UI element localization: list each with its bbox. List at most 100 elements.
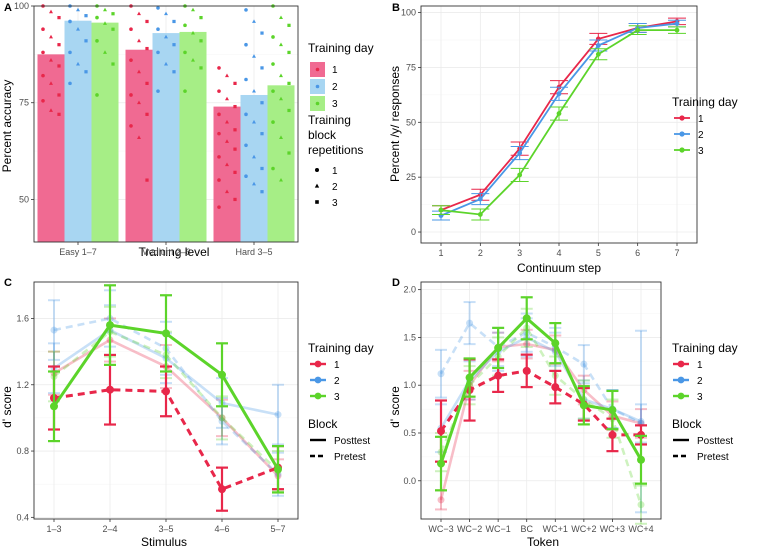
B-ytick-label: 50 [406, 117, 416, 127]
legend-label-day3: 3 [698, 146, 704, 157]
panel-c-legend-title2: Block [308, 417, 338, 431]
accuracy-point [111, 27, 115, 31]
accuracy-point [183, 23, 187, 28]
D-xtick-label: WC+1 [543, 524, 568, 534]
accuracy-point [156, 50, 160, 55]
accuracy-point [233, 81, 237, 85]
accuracy-point [145, 46, 149, 51]
panel-d-legend-title: Training day [672, 341, 738, 355]
accuracy-point [49, 9, 53, 14]
A-frame [33, 5, 299, 243]
accuracy-point [260, 166, 264, 171]
point-day-3-posttest [494, 343, 503, 352]
bar-day2-0 [64, 20, 92, 242]
accuracy-point [57, 93, 61, 97]
accuracy-point [244, 143, 248, 148]
accuracy-point [279, 135, 283, 139]
legend-shape-2 [314, 183, 320, 188]
accuracy-point [225, 73, 229, 78]
accuracy-point [244, 42, 248, 47]
point-day-1-pretest [437, 427, 445, 436]
legend-label-pretest: Pretest [334, 452, 366, 463]
point-day-1-posttest [523, 340, 531, 348]
point-day-3-posttest [106, 321, 114, 330]
point-day2 [517, 150, 523, 156]
accuracy-point [271, 166, 275, 171]
C-xtick-label: 1–3 [46, 524, 61, 534]
point-day-1-pretest [162, 387, 170, 396]
B-xtick-label: 5 [596, 248, 601, 258]
accuracy-point [172, 19, 176, 24]
point-day-1-pretest [522, 366, 531, 375]
legend-label-day2: 2 [697, 376, 703, 387]
legend-key-point-day3 [315, 101, 320, 106]
legend-label-day1: 1 [697, 360, 703, 371]
B-xtick-label: 1 [438, 248, 443, 258]
legend-label-shape-3: 3 [332, 198, 338, 209]
legend-key-point-day2 [315, 84, 320, 89]
accuracy-point [217, 178, 221, 182]
panel-d-tag: D [392, 277, 400, 289]
panel-b: B Percent /y/ responses Continuum step 0… [388, 2, 738, 275]
D-xtick-label: WC−1 [486, 524, 511, 534]
accuracy-point [260, 190, 264, 194]
accuracy-point [68, 19, 72, 24]
accuracy-point [252, 54, 256, 58]
accuracy-point [287, 23, 291, 27]
accuracy-point [260, 101, 264, 105]
legend-label-posttest: Posttest [697, 436, 733, 447]
accuracy-point [217, 205, 221, 209]
bar-day2-1 [152, 33, 180, 242]
D-ytick-label: 1.0 [403, 380, 416, 390]
legend-label-day1: 1 [334, 360, 340, 371]
legend-point-day1 [677, 360, 685, 368]
bar-day3-0 [91, 22, 119, 243]
point-day-2-pretest [437, 370, 445, 378]
legend-point-day2 [679, 131, 685, 137]
point-day3 [517, 172, 523, 178]
accuracy-point [137, 38, 141, 43]
accuracy-point [287, 151, 291, 155]
line-day-2-pretest [439, 321, 642, 425]
accuracy-point [183, 89, 187, 93]
A-xtick-label: Easy 1–7 [59, 247, 97, 257]
point-day2 [556, 91, 562, 97]
C-ytick-label: 0.8 [16, 446, 29, 456]
accuracy-point [103, 7, 107, 12]
legend-label-posttest: Posttest [334, 436, 370, 447]
accuracy-point [225, 96, 229, 101]
bar-day3-1 [179, 31, 207, 243]
legend-label-pretest: Pretest [697, 452, 729, 463]
accuracy-point [57, 43, 61, 47]
legend-key-point-day1 [315, 67, 320, 72]
D-xtick-label: WC+4 [628, 524, 653, 534]
accuracy-point [271, 35, 275, 39]
accuracy-point [260, 31, 264, 35]
accuracy-point [137, 135, 141, 139]
panel-a-legend-title: Training day [308, 41, 374, 55]
C-xtick-label: 4–6 [214, 524, 229, 534]
point-day-3-posttest [437, 459, 445, 468]
accuracy-point [287, 50, 291, 55]
A-ytick-label: 100 [14, 1, 29, 11]
panel-a-legend-title2-line1: Training [308, 113, 351, 127]
C-frame [33, 281, 299, 520]
line-day-2-posttest [439, 335, 642, 429]
B-xtick-label: 3 [517, 248, 522, 258]
accuracy-point [260, 66, 264, 70]
point-day-1-pretest [218, 485, 226, 494]
accuracy-point [233, 128, 237, 132]
accuracy-point [129, 27, 133, 32]
panel-a-legend-title2-line2: block [308, 128, 337, 142]
accuracy-point [287, 81, 291, 85]
B-xtick-label: 2 [478, 248, 483, 258]
accuracy-point [137, 69, 141, 74]
accuracy-point [49, 81, 53, 85]
panel-b-tag: B [392, 2, 400, 14]
panel-c-xlabel: Stimulus [141, 535, 187, 549]
legend-label-day1: 1 [332, 65, 338, 76]
A-ytick-label: 75 [19, 98, 29, 108]
D-xtick-label: WC+3 [600, 524, 625, 534]
C-xtick-label: 3–5 [158, 524, 173, 534]
